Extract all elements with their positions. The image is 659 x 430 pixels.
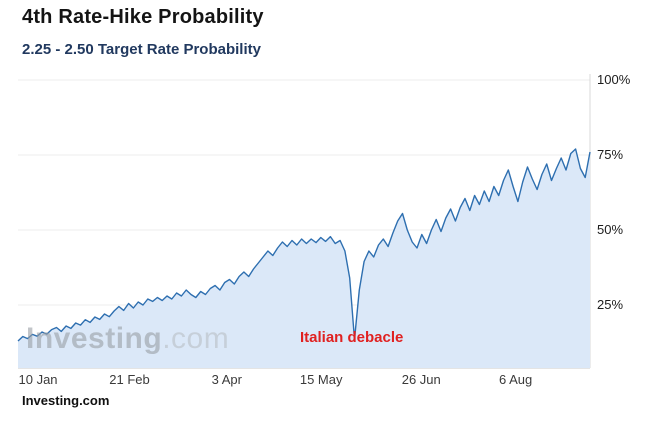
page-title: 4th Rate-Hike Probability [22, 6, 264, 28]
watermark-main: Investing [26, 322, 163, 355]
watermark-suffix: .com [162, 322, 230, 355]
y-axis-label: 25% [597, 297, 624, 312]
annotation-italian-debacle: Italian debacle [300, 329, 404, 346]
chart-subtitle: 2.25 - 2.50 Target Rate Probability [22, 41, 261, 58]
y-axis-label: 75% [597, 147, 624, 162]
y-axis-label: 50% [597, 222, 624, 237]
watermark: Investing.com [26, 322, 229, 356]
x-axis-label: 10 Jan [18, 372, 58, 387]
x-axis-label: 3 Apr [211, 372, 242, 387]
x-axis-label: 26 Jun [401, 372, 441, 387]
y-axis-labels: 100% 75% 50% 25% [597, 0, 657, 430]
x-axis-label: 15 May [299, 372, 343, 387]
x-axis-labels: 10 Jan 21 Feb 3 Apr 15 May 26 Jun 6 Aug [0, 372, 659, 392]
x-axis-label: 21 Feb [109, 372, 150, 387]
x-axis-label: 6 Aug [498, 372, 533, 387]
y-axis-label: 100% [597, 72, 631, 87]
source-credit: Investing.com [22, 393, 110, 408]
